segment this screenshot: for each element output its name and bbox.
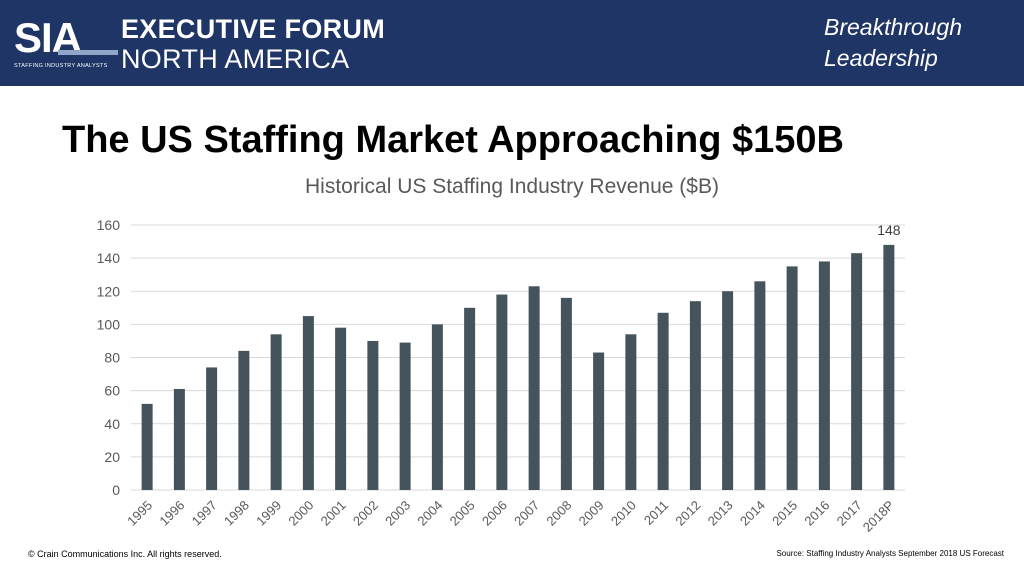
bar — [818, 261, 830, 490]
x-tick-label: 2000 — [285, 498, 316, 529]
data-label: 148 — [877, 222, 901, 238]
y-tick-label: 60 — [104, 383, 120, 399]
chart-title: Historical US Staffing Industry Revenue … — [305, 175, 719, 198]
x-tick-label: 2001 — [318, 498, 349, 529]
bar — [722, 291, 734, 490]
x-tick-label: 2015 — [769, 498, 800, 529]
x-tick-label: 2009 — [576, 498, 607, 529]
x-tick-label: 2018P — [860, 498, 897, 535]
x-tick-label: 2005 — [447, 498, 478, 529]
x-tick-label: 1996 — [156, 498, 187, 529]
bar — [335, 327, 347, 490]
x-tick-label: 2008 — [543, 498, 574, 529]
bar — [851, 253, 863, 490]
bar — [464, 307, 476, 490]
bar — [593, 352, 605, 490]
x-tick-label: 2016 — [801, 498, 832, 529]
x-tick-label: 2010 — [608, 498, 639, 529]
x-tick-label: 2007 — [511, 498, 542, 529]
bar — [689, 301, 701, 490]
bar — [657, 312, 669, 490]
copyright-notice: © Crain Communications Inc. All rights r… — [28, 549, 222, 559]
bar — [625, 334, 637, 490]
y-tick-label: 0 — [112, 482, 120, 498]
y-tick-label: 160 — [97, 217, 121, 233]
y-tick-label: 40 — [104, 416, 120, 432]
x-tick-label: 2003 — [382, 498, 413, 529]
x-tick-label: 2014 — [737, 498, 768, 529]
x-tick-label: 1999 — [253, 498, 284, 529]
x-tick-label: 2013 — [705, 498, 736, 529]
bar — [399, 342, 411, 490]
forum-title-line1: EXECUTIVE FORUM — [121, 14, 386, 44]
bar — [496, 294, 508, 490]
bar — [754, 281, 766, 490]
x-tick-label: 2012 — [672, 498, 703, 529]
bar — [883, 244, 895, 490]
x-tick-label: 1997 — [189, 498, 220, 529]
bar — [786, 266, 798, 490]
bar — [528, 286, 540, 490]
x-tick-label: 2002 — [350, 498, 381, 529]
y-tick-label: 20 — [104, 449, 120, 465]
bar — [238, 350, 250, 490]
y-tick-label: 100 — [97, 316, 121, 332]
x-tick-label: 2004 — [414, 498, 445, 529]
logo-bar — [58, 50, 118, 55]
logo-subtext: STAFFING INDUSTRY ANALYSTS — [14, 63, 108, 69]
slide-header: SIA STAFFING INDUSTRY ANALYSTS EXECUTIVE… — [0, 0, 1024, 86]
bar — [270, 334, 282, 490]
tagline: Breakthrough Leadership — [824, 12, 994, 74]
x-tick-label: 1995 — [124, 498, 155, 529]
forum-title-line2: NORTH AMERICA — [121, 44, 350, 74]
bar — [173, 388, 185, 490]
revenue-bar-chart: 0 20 40 60 80 100 120 140 160 1995 1996 1997 1998 199… — [97, 217, 905, 535]
x-tick-label: 2011 — [641, 498, 671, 528]
x-tick-label: 1998 — [221, 498, 252, 529]
bar — [367, 340, 379, 490]
tagline-line1: Breakthrough — [824, 14, 963, 40]
tagline-line2: Leadership — [824, 45, 938, 71]
y-tick-label: 120 — [97, 283, 121, 299]
bar — [431, 324, 443, 490]
bar — [302, 316, 314, 490]
y-tick-label: 80 — [104, 350, 120, 366]
bar — [206, 367, 218, 490]
y-tick-label: 140 — [97, 250, 121, 266]
source-note: Source: Staffing Industry Analysts Septe… — [776, 549, 1004, 558]
sia-logo: SIA STAFFING INDUSTRY ANALYSTS — [14, 12, 118, 74]
slide-title: The US Staffing Market Approaching $150B — [62, 119, 844, 161]
x-tick-label: 2006 — [479, 498, 510, 529]
bar — [141, 403, 153, 490]
bar — [560, 297, 572, 490]
